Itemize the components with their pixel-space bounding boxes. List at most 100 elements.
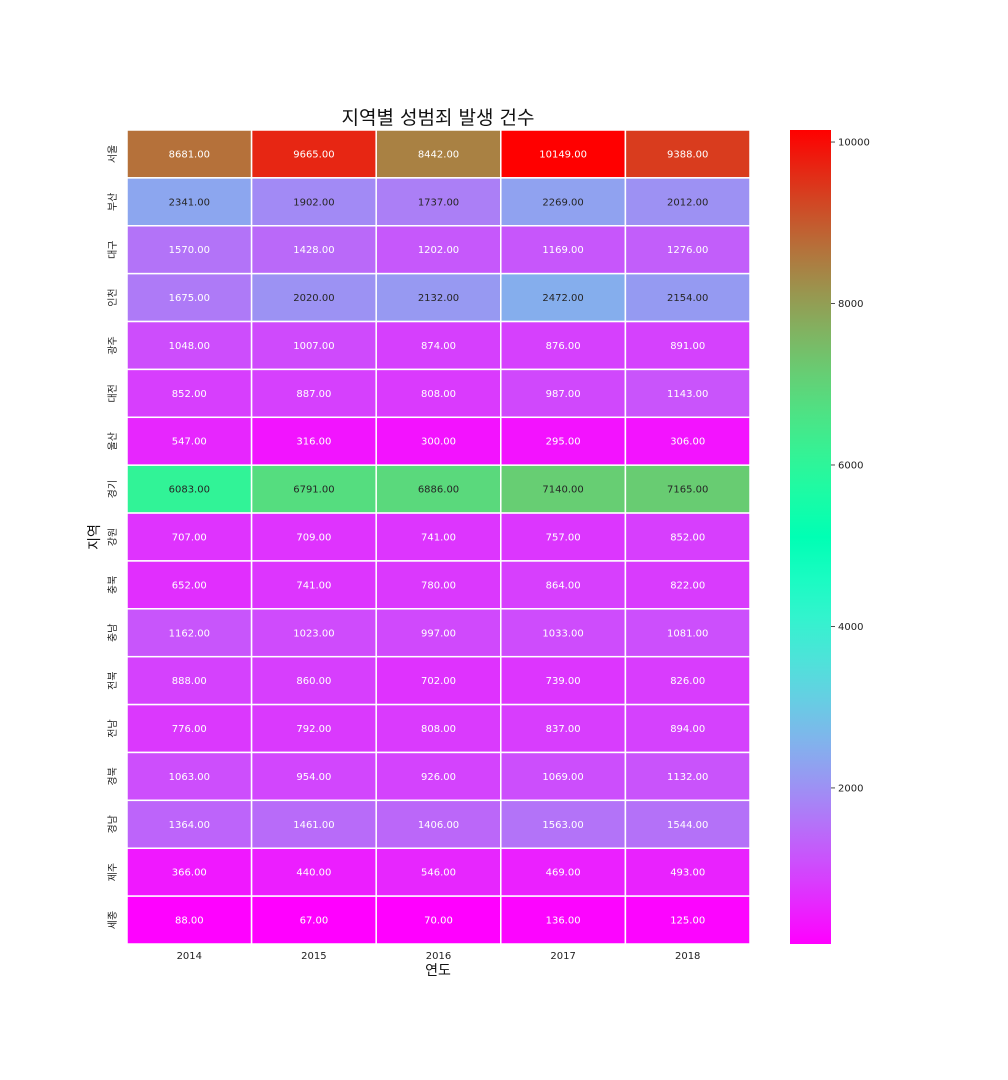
x-tick-label: 2015	[301, 951, 326, 962]
heatmap-cell	[624, 464, 751, 514]
colorbar-ticks: 2000 4000 6000 8000 10000	[831, 138, 870, 794]
heatmap-cell	[126, 560, 253, 610]
cell-value-label: 125.00	[670, 916, 705, 927]
x-tick-label: 2016	[426, 951, 451, 962]
cell-value-label: 1162.00	[169, 628, 210, 639]
heatmap-cell	[624, 751, 751, 802]
y-tick-label: 부산	[107, 193, 119, 211]
heatmap-cell	[624, 272, 751, 323]
heatmap-cell	[250, 847, 377, 897]
heatmap-cell	[126, 655, 253, 706]
cell-value-label: 70.00	[424, 916, 453, 927]
heatmap-cell	[126, 464, 253, 514]
y-tick-label: 세종	[107, 911, 119, 929]
heatmap-cell	[250, 368, 377, 419]
cell-value-label: 1132.00	[667, 772, 708, 783]
heatmap-cell	[126, 703, 253, 754]
cell-value-label: 2269.00	[542, 197, 583, 208]
cell-value-label: 1675.00	[169, 293, 210, 304]
heatmap-cell	[375, 272, 502, 323]
cell-value-label: 316.00	[296, 437, 331, 448]
cell-value-label: 757.00	[546, 533, 581, 544]
cell-value-label: 1081.00	[667, 628, 708, 639]
cell-value-label: 1202.00	[418, 245, 459, 256]
y-tick-label: 광주	[107, 336, 119, 354]
heatmap-cell	[500, 799, 627, 849]
cell-value-label: 888.00	[172, 676, 207, 687]
y-axis-title: 지역	[87, 524, 103, 550]
cell-value-label: 822.00	[670, 580, 705, 591]
cell-value-label: 1063.00	[169, 772, 210, 783]
cell-value-label: 1544.00	[667, 820, 708, 831]
y-tick-label: 서울	[107, 145, 119, 163]
heatmap-cell	[500, 225, 627, 275]
cell-value-label: 546.00	[421, 868, 456, 879]
heatmap-cell	[375, 799, 502, 849]
cell-value-label: 2012.00	[667, 197, 708, 208]
cell-value-label: 874.00	[421, 341, 456, 352]
cell-value-label: 891.00	[670, 341, 705, 352]
x-tick-label: 2017	[550, 951, 575, 962]
heatmap-cell	[624, 512, 751, 562]
cell-value-label: 6791.00	[293, 485, 334, 496]
y-tick-label: 충북	[107, 576, 119, 594]
cell-value-label: 1033.00	[542, 628, 583, 639]
heatmap-cell	[250, 464, 377, 514]
cell-value-label: 88.00	[175, 916, 204, 927]
cell-value-label: 1169.00	[542, 245, 583, 256]
cell-value-label: 67.00	[300, 916, 329, 927]
cell-value-label: 1406.00	[418, 820, 459, 831]
cell-value-label: 987.00	[546, 389, 581, 400]
heatmap-cell	[500, 655, 627, 706]
colorbar-tick-label: 8000	[838, 299, 863, 310]
cell-value-label: 792.00	[296, 724, 331, 735]
y-tick-label: 충남	[107, 624, 119, 642]
cell-value-label: 954.00	[296, 772, 331, 783]
heatmap-cell	[375, 895, 502, 945]
cell-value-label: 6083.00	[169, 485, 210, 496]
heatmap-cell	[500, 847, 627, 897]
cell-value-label: 808.00	[421, 724, 456, 735]
cell-value-label: 780.00	[421, 580, 456, 591]
heatmap-cell	[500, 608, 627, 658]
heatmap-cells: 8681.00 9665.00 8442.00 10149.00 9388.00 2341…	[126, 129, 751, 945]
heatmap-cell	[375, 608, 502, 658]
heatmap-cell	[375, 751, 502, 802]
cell-value-label: 469.00	[546, 868, 581, 879]
cell-value-label: 1461.00	[293, 820, 334, 831]
heatmap-cell	[375, 847, 502, 897]
heatmap-cell	[126, 320, 253, 371]
cell-value-label: 1023.00	[293, 628, 334, 639]
heatmap-cell	[126, 177, 253, 227]
heatmap-cell	[250, 751, 377, 802]
heatmap-cell	[250, 799, 377, 849]
cell-value-label: 136.00	[546, 916, 581, 927]
cell-value-label: 306.00	[670, 437, 705, 448]
cell-value-label: 9665.00	[293, 149, 334, 160]
cell-value-label: 7140.00	[542, 485, 583, 496]
heatmap-cell	[500, 272, 627, 323]
cell-value-label: 826.00	[670, 676, 705, 687]
cell-value-label: 8442.00	[418, 149, 459, 160]
heatmap-cell	[500, 464, 627, 514]
y-tick-label: 경북	[106, 767, 119, 785]
x-tick-label: 2014	[177, 951, 202, 962]
cell-value-label: 808.00	[421, 389, 456, 400]
heatmap-cell	[624, 799, 751, 849]
y-tick-label: 울산	[107, 432, 119, 450]
cell-value-label: 776.00	[172, 724, 207, 735]
cell-value-label: 8681.00	[169, 149, 210, 160]
heatmap-cell	[126, 751, 253, 802]
x-tick-labels: 2014 2015 2016 2017 2018	[177, 951, 701, 962]
y-tick-label: 대구	[107, 241, 119, 259]
chart-title: 지역별 성범죄 발생 건수	[342, 107, 535, 129]
cell-value-label: 1570.00	[169, 245, 210, 256]
y-tick-label: 인천	[107, 288, 119, 306]
heatmap-cell	[126, 608, 253, 658]
cell-value-label: 852.00	[670, 533, 705, 544]
cell-value-label: 1007.00	[293, 341, 334, 352]
y-tick-label: 제주	[107, 863, 119, 881]
heatmap-cell	[126, 416, 253, 466]
cell-value-label: 1048.00	[169, 341, 210, 352]
